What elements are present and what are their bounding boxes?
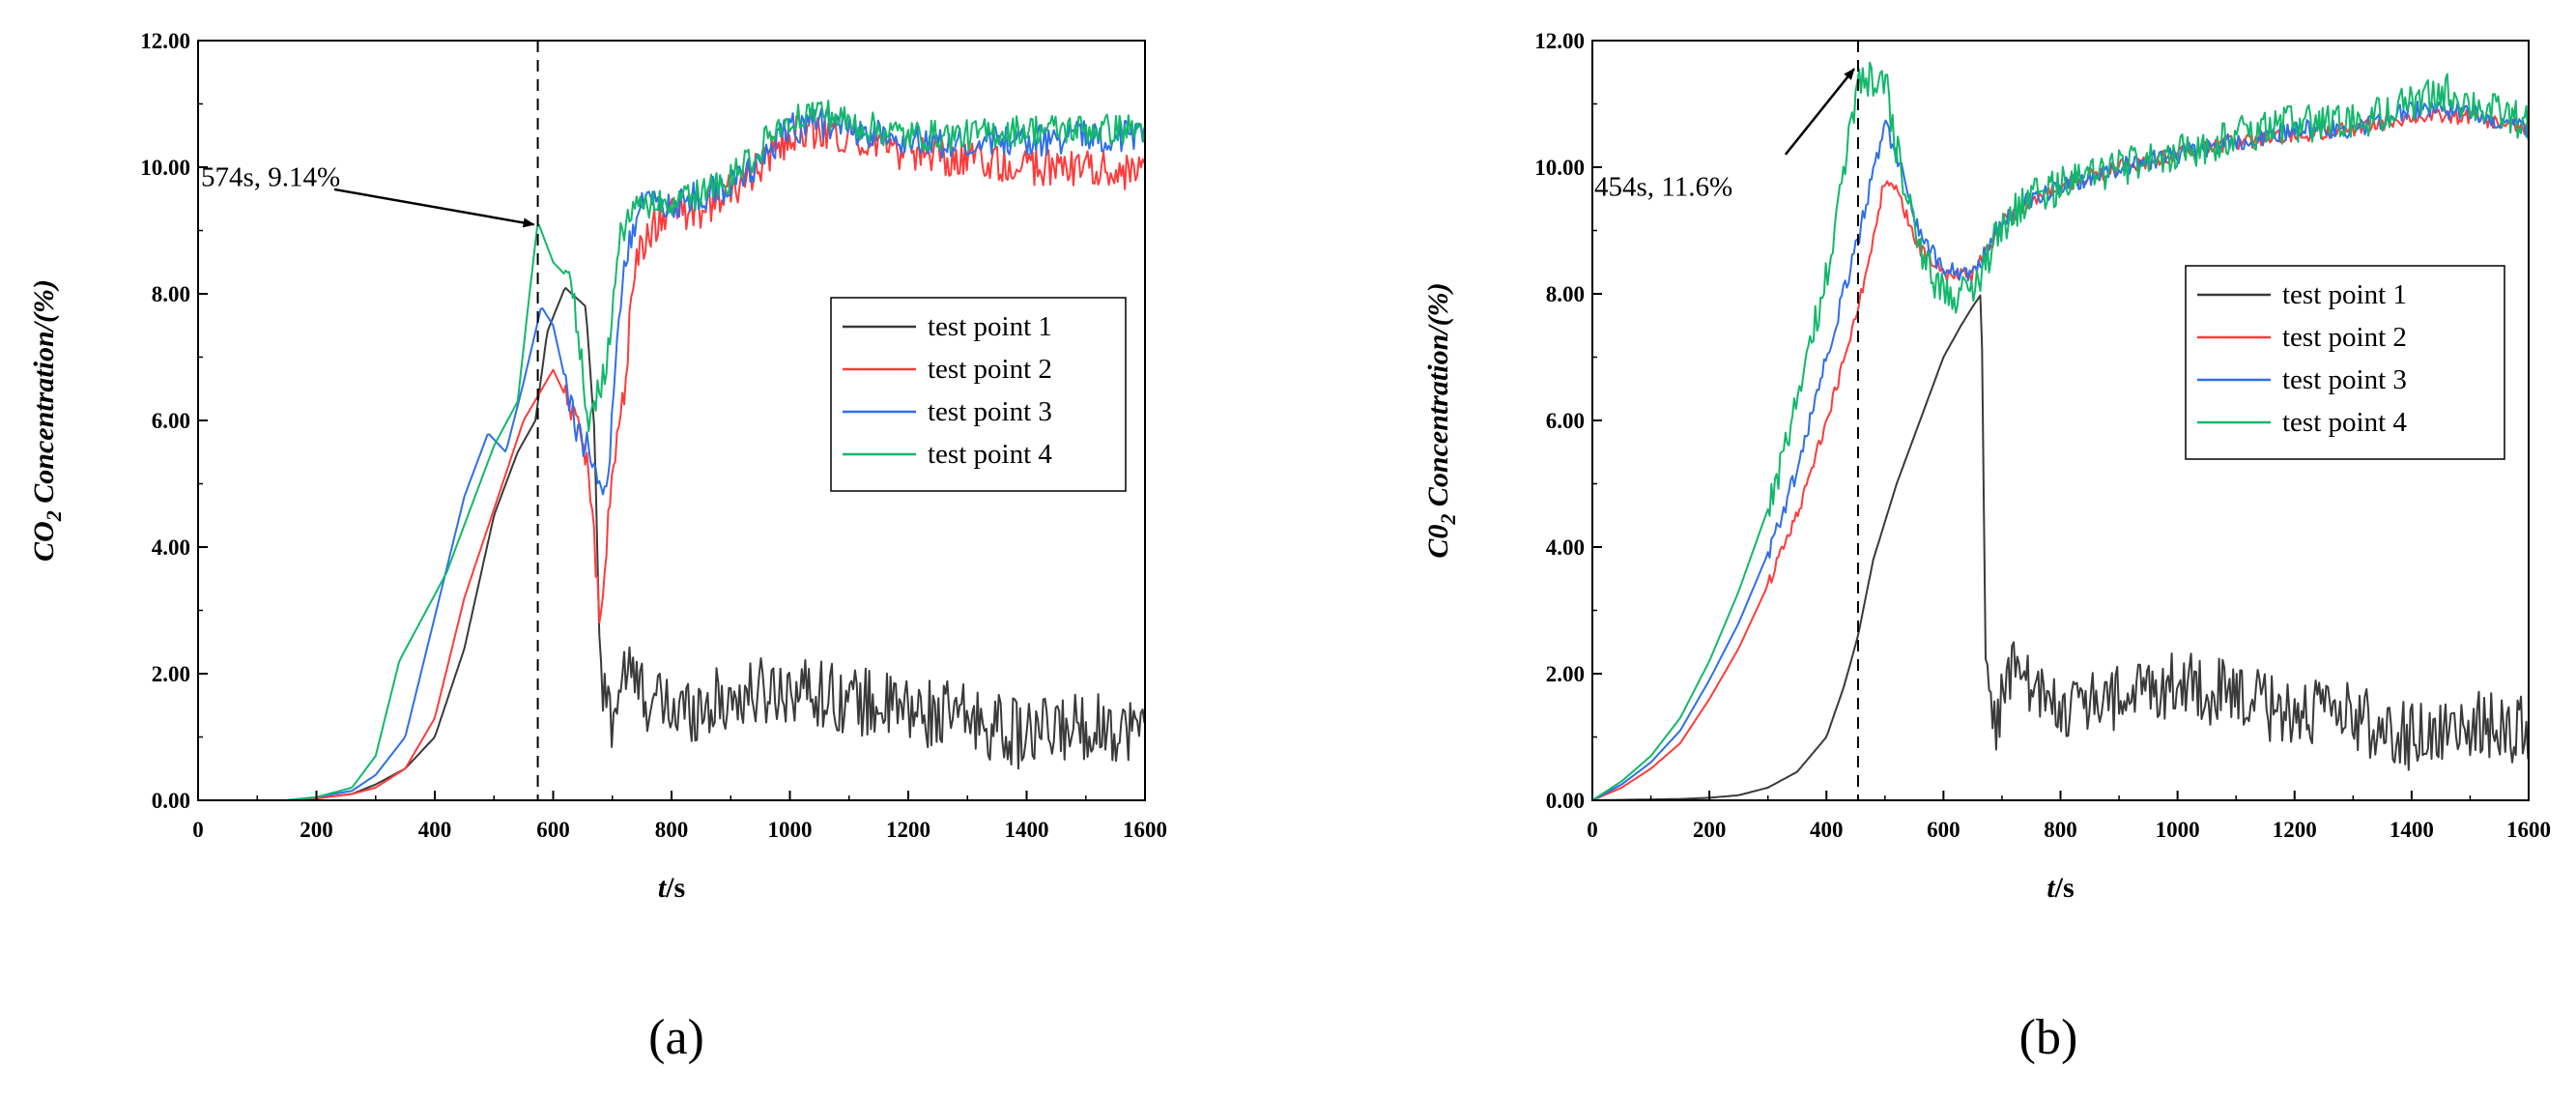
x-axis-var: t — [2046, 872, 2056, 904]
x-axis-unit: /s — [2054, 872, 2075, 904]
y-axis-title: C02 Concentration/(%) — [1422, 282, 1460, 558]
chart-panel-b: 0 200 400 600 800 1000 1200 1400 1600 0.00 2.00 4.0… — [1422, 29, 2551, 1065]
x-axis-title: t/s — [658, 872, 685, 904]
annotation-label: 454s, 11.6% — [1594, 171, 1732, 202]
annotation-arrow — [333, 188, 535, 228]
x-axis-title: t/s — [2046, 872, 2074, 904]
legend-label-1: test point 1 — [928, 311, 1052, 342]
x-tick-label: 400 — [418, 818, 452, 842]
series-line-1 — [1592, 294, 2529, 800]
legend-label-1: test point 1 — [2282, 279, 2407, 310]
x-tick-label: 1000 — [768, 818, 813, 842]
x-tick-label: 200 — [1693, 818, 1727, 842]
legend-label-2: test point 2 — [2282, 322, 2407, 353]
annotation-label: 574s, 9.14% — [201, 162, 340, 193]
x-tick-label: 600 — [1927, 818, 1961, 842]
x-tick-label: 800 — [2044, 818, 2077, 842]
legend-box — [830, 297, 1127, 492]
legend-label-3: test point 3 — [928, 396, 1052, 427]
y-tick-label: 2.00 — [1546, 662, 1585, 686]
y-tick-label: 8.00 — [152, 282, 190, 306]
x-tick-label: 1600 — [1123, 818, 1167, 842]
y-tick-label: 12.00 — [140, 29, 190, 53]
x-tick-label: 1200 — [886, 818, 930, 842]
x-tick-label: 800 — [655, 818, 689, 842]
y-tick-label: 6.00 — [1546, 409, 1585, 433]
legend: test point 1 test point 2 test point 3 test… — [2185, 265, 2505, 460]
legend-label-3: test point 3 — [2282, 364, 2407, 395]
series-line-4 — [1592, 61, 2529, 800]
y-tick-label: 2.00 — [152, 662, 190, 686]
y-tick-label: 10.00 — [1534, 156, 1585, 180]
y-axis-title: CO2 Concentration/(%) — [28, 279, 66, 562]
x-tick-label: 1200 — [2273, 818, 2317, 842]
x-tick-label: 600 — [536, 818, 570, 842]
x-tick-label: 1400 — [1005, 818, 1049, 842]
y-tick-label: 4.00 — [1546, 535, 1585, 560]
x-tick-label: 1600 — [2506, 818, 2551, 842]
x-axis-var: t — [658, 872, 668, 904]
y-tick-label: 10.00 — [140, 156, 190, 180]
legend-box — [2185, 265, 2505, 460]
series-group — [198, 100, 1145, 800]
panel-label: (b) — [2019, 1010, 2078, 1065]
series-line-2 — [198, 112, 1145, 800]
x-axis-unit: /s — [665, 872, 685, 904]
x-tick-label: 200 — [300, 818, 333, 842]
y-tick-label: 8.00 — [1546, 282, 1585, 306]
y-tick-label: 0.00 — [1546, 789, 1585, 813]
y-tick-label: 12.00 — [1534, 29, 1585, 53]
x-tick-label: 1400 — [2390, 818, 2434, 842]
y-tick-label: 6.00 — [152, 409, 190, 433]
legend-label-4: test point 4 — [928, 439, 1052, 470]
legend: test point 1 test point 2 test point 3 test… — [830, 297, 1127, 492]
legend-label-2: test point 2 — [928, 354, 1052, 385]
annotation-arrow — [1784, 68, 1855, 156]
legend-label-4: test point 4 — [2282, 407, 2407, 438]
panel-label: (a) — [648, 1010, 704, 1065]
chart-panel-a: 0 200 400 600 800 1000 1200 1400 1600 0.00 2.00 4.0… — [28, 29, 1167, 1065]
series-group — [1592, 61, 2529, 800]
x-tick-label: 1000 — [2156, 818, 2200, 842]
y-tick-label: 4.00 — [152, 535, 190, 560]
series-line-4 — [198, 100, 1145, 800]
x-tick-label: 0 — [192, 818, 204, 842]
x-tick-label: 400 — [1810, 818, 1844, 842]
y-tick-label: 0.00 — [152, 789, 190, 813]
x-tick-label: 0 — [1587, 818, 1598, 842]
